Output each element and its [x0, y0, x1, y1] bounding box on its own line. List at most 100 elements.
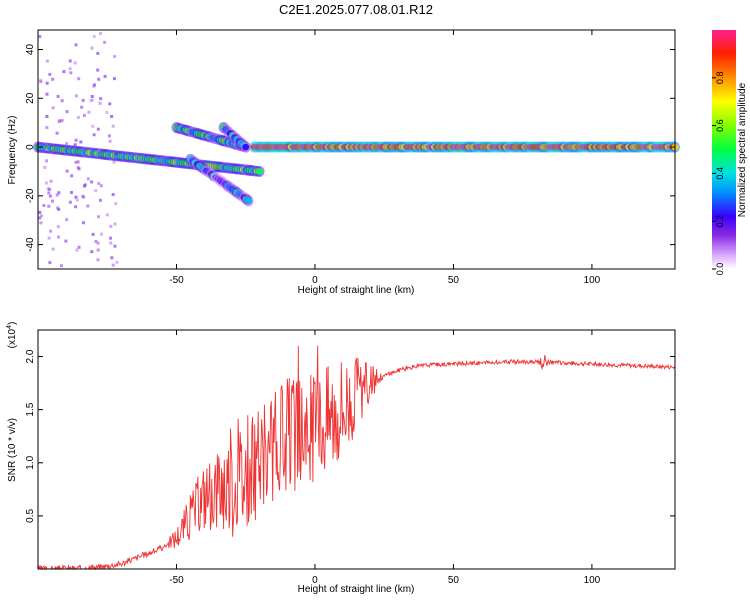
spectrogram-speckle — [99, 184, 103, 188]
colorbar-tick-label: 0.2 — [715, 215, 725, 228]
colorbar-tick-label: 0.6 — [715, 119, 725, 132]
snr-y-tick-label: 0.5 — [25, 509, 36, 523]
spectrogram-speckle — [45, 81, 49, 85]
spectrogram-speckle — [57, 191, 61, 195]
spectrogram-speckle — [62, 70, 66, 74]
spectrogram-speckle — [76, 160, 80, 164]
spectrogram-speckle — [112, 160, 116, 164]
spectrogram-speckle — [99, 32, 103, 36]
spectrogram-speckle — [99, 97, 103, 101]
spectrogram-speckle — [45, 59, 49, 63]
spectrogram-speckle — [55, 193, 59, 197]
spectrogram-speckle — [108, 139, 112, 143]
spectrogram-speckle — [42, 204, 46, 208]
spectrogram-speckle — [94, 189, 98, 193]
spectrogram-speckle — [49, 179, 53, 183]
spectrogram-speckle — [113, 54, 117, 58]
spectrogram-speckle — [79, 140, 83, 144]
spectrogram-speckle — [49, 229, 53, 233]
spectrogram-speckle — [57, 235, 61, 239]
spectrogram-speckle — [73, 61, 77, 65]
spectrogram-speckle — [68, 67, 72, 71]
figure-title: C2E1.2025.077.08.01.R12 — [279, 2, 433, 17]
spectrogram-speckle — [51, 77, 55, 81]
spectrogram-speckle — [109, 236, 113, 240]
spectrogram-speckle — [74, 43, 78, 47]
snr-panel: -50 0 50 100 0.5 1.0 1.5 2.0 Height of straigh… — [6, 322, 676, 595]
spectrogram-speckle — [96, 248, 100, 252]
spectrogram-speckle — [96, 215, 100, 219]
spectrogram-speckle — [107, 134, 111, 138]
spectrogram-speckle — [45, 148, 49, 152]
spectrogram-speckle — [111, 193, 115, 197]
spectrogram-speckle — [92, 83, 96, 87]
spectrogram-x-tick-label: -50 — [169, 275, 184, 286]
snr-y-ticks: 0.5 1.0 1.5 2.0 — [25, 349, 675, 523]
spectrogram-speckle — [45, 159, 49, 163]
spectrogram-speckle — [65, 218, 69, 222]
spectrogram-y-ticks: -40 -20 0 20 40 — [25, 44, 675, 252]
spectrogram-cell — [245, 197, 252, 204]
spectrogram-speckle — [45, 92, 49, 96]
spectrogram-speckle — [38, 35, 42, 39]
spectrogram-speckle — [82, 184, 86, 188]
snr-x-tick-label: 0 — [312, 575, 318, 586]
spectrogram-speckle — [60, 264, 64, 268]
spectrogram-speckle — [69, 71, 73, 75]
spectrogram-speckle — [77, 245, 81, 249]
snr-y-tick-label: 1.5 — [25, 402, 36, 416]
colorbar: 0.0 0.2 0.4 0.6 0.8 Normalized spectral ampl… — [712, 30, 748, 275]
spectrogram-speckle — [43, 166, 47, 170]
spectrogram-y-tick-label: 20 — [25, 92, 36, 104]
spectrogram-speckle — [55, 131, 59, 135]
spectrogram-speckle — [92, 133, 96, 137]
spectrogram-speckle — [60, 99, 64, 103]
spectrogram-speckle — [50, 199, 54, 203]
spectrogram-speckle — [47, 204, 51, 208]
spectrogram-speckle — [56, 94, 60, 98]
spectrogram-speckle — [38, 216, 42, 220]
spectrogram-speckle — [65, 142, 69, 146]
spectrogram-y-label: Frequency (Hz) — [7, 116, 18, 185]
spectrogram-y-tick-label: -40 — [25, 237, 36, 252]
spectrogram-speckle — [70, 174, 74, 178]
spectrogram-speckle — [103, 40, 107, 44]
spectrogram-y-tick-label: 40 — [25, 44, 36, 56]
spectrogram-speckle — [110, 114, 114, 118]
spectrogram-speckle — [51, 106, 55, 110]
colorbar-ticks: 0.0 0.2 0.4 0.6 0.8 — [712, 72, 725, 275]
snr-y-tick-label: 1.0 — [25, 455, 36, 469]
spectrogram-speckle — [94, 239, 98, 243]
spectrogram-speckle — [86, 177, 90, 181]
spectrogram-speckle — [69, 190, 73, 194]
spectrogram-speckle — [65, 169, 69, 173]
spectrogram-speckle — [90, 180, 94, 184]
spectrogram-x-label: Height of straight line (km) — [298, 285, 415, 296]
spectrogram-x-tick-label: 100 — [584, 275, 601, 286]
snr-frame — [37, 329, 676, 570]
snr-x-tick-label: -50 — [169, 575, 184, 586]
spectrogram-speckle — [39, 221, 43, 225]
snr-y-label: SNR (10 * v/v) — [7, 418, 18, 482]
spectrogram-speckle — [91, 124, 95, 128]
spectrogram-speckle — [51, 149, 55, 153]
spectrogram-speckle — [81, 221, 85, 225]
spectrogram-speckle — [47, 236, 51, 240]
spectrogram-speckle — [105, 110, 109, 114]
spectrogram-speckle — [48, 261, 52, 265]
spectrogram-speckle — [109, 241, 113, 245]
snr-y-tick-label: 2.0 — [25, 349, 36, 363]
spectrogram-speckle — [92, 34, 96, 38]
spectrogram-speckle — [111, 124, 115, 128]
snr-y-multiplier: (x104) — [6, 322, 18, 349]
snr-x-label: Height of straight line (km) — [298, 584, 415, 595]
spectrogram-speckle — [48, 187, 52, 191]
spectrogram-marks — [33, 32, 680, 268]
spectrogram-speckle — [40, 214, 44, 218]
colorbar-gradient — [712, 30, 736, 269]
spectrogram-speckle — [90, 95, 94, 99]
spectrogram-speckle — [96, 241, 100, 245]
spectrogram-cell — [242, 143, 250, 151]
spectrogram-speckle — [98, 101, 102, 105]
